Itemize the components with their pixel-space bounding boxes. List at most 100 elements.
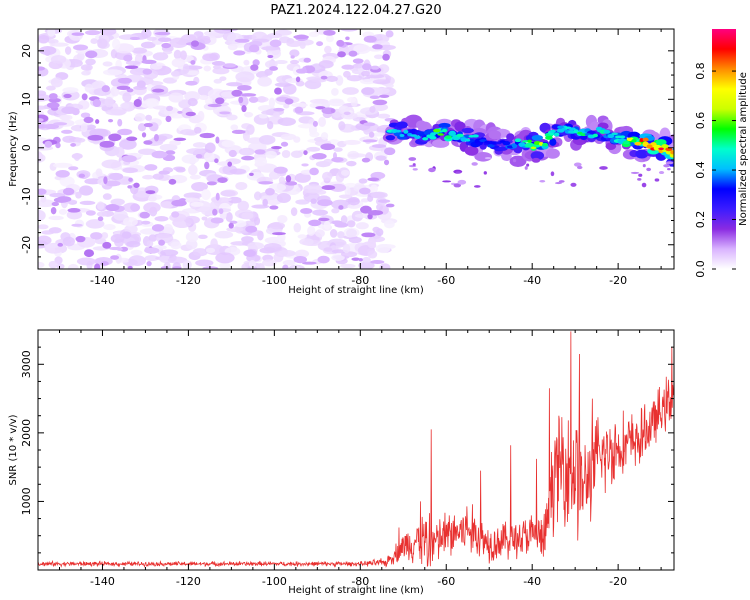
noise-peak <box>379 94 390 99</box>
signal-cell <box>514 138 522 143</box>
snr-x-tick-label: -20 <box>609 575 627 588</box>
noise-peak <box>43 123 60 130</box>
noise-peak <box>228 222 234 229</box>
noise-cell <box>76 257 96 266</box>
noise-peak <box>185 80 198 86</box>
noise-cell <box>45 85 56 91</box>
noise-cell <box>376 203 384 211</box>
noise-cell <box>191 181 208 192</box>
noise-cell <box>338 194 353 199</box>
noise-peak <box>206 181 217 186</box>
noise-cell <box>204 142 216 154</box>
noise-cell <box>67 263 79 269</box>
noise-peak <box>367 213 373 220</box>
noise-cell <box>372 226 381 233</box>
noise-cell <box>340 263 356 269</box>
noise-peak <box>372 44 383 50</box>
noise-peak <box>199 132 215 139</box>
spectrogram-x-tick-label: -20 <box>609 274 627 287</box>
noise-cell <box>170 70 182 77</box>
noise-peak <box>337 51 346 58</box>
noise-peak <box>75 235 86 243</box>
signal-cell <box>502 141 511 146</box>
noise-cell <box>360 198 370 203</box>
spectrogram-y-tick-label: 20 <box>20 44 33 58</box>
noise-cell <box>167 256 188 264</box>
noise-cell <box>102 61 113 67</box>
noise-peak <box>133 182 140 188</box>
noise-cell <box>331 208 340 214</box>
noise-cell <box>143 202 161 213</box>
noise-peak <box>101 85 110 93</box>
signal-cell <box>545 148 560 159</box>
noise-peak <box>302 66 307 74</box>
colorbar-tick-label: 0.4 <box>694 161 707 179</box>
signal-cell <box>438 122 451 129</box>
noise-cell <box>235 71 255 83</box>
noise-cell <box>229 168 247 175</box>
noise-peak <box>48 97 61 103</box>
signal-cell <box>607 134 615 139</box>
noise-cell <box>96 201 105 210</box>
noise-peak <box>97 216 104 222</box>
noise-peak <box>303 57 311 63</box>
signal-cell <box>525 134 534 141</box>
noise-peak <box>165 115 172 123</box>
noise-cell <box>190 201 204 207</box>
noise-cell <box>230 124 239 131</box>
noise-peak <box>284 98 294 105</box>
noise-peak <box>273 107 285 112</box>
signal-cell <box>665 147 673 152</box>
noise-peak <box>250 64 259 71</box>
signal-cell <box>642 137 649 142</box>
spectrogram-x-tick-label: -100 <box>262 274 287 287</box>
spectrogram-x-tick-label: -140 <box>90 274 115 287</box>
noise-cell <box>367 250 378 259</box>
colorbar: 0.0 0.2 0.4 0.6 0.8 <box>694 29 736 278</box>
noise-peak <box>221 29 238 32</box>
noise-cell <box>325 75 338 82</box>
noise-peak <box>215 136 220 144</box>
noise-cell <box>254 157 268 167</box>
noise-cell <box>90 38 98 45</box>
noise-peak <box>144 247 160 254</box>
signal-speckle <box>599 166 608 170</box>
noise-cell <box>163 223 174 235</box>
noise-peak <box>195 154 203 159</box>
noise-peak <box>172 266 182 269</box>
noise-cell <box>159 143 178 152</box>
noise-peak <box>136 80 146 89</box>
noise-cell <box>254 96 269 103</box>
signal-cell <box>465 138 471 142</box>
noise-cell <box>197 110 205 122</box>
noise-cell <box>122 92 132 103</box>
noise-peak <box>51 201 60 207</box>
noise-cell <box>331 254 345 261</box>
noise-cell <box>95 168 103 177</box>
noise-cell <box>295 199 310 205</box>
spectrogram-y-tick-label: 10 <box>20 92 33 106</box>
noise-cell <box>195 259 214 267</box>
noise-peak <box>372 99 388 106</box>
noise-cell <box>352 63 363 69</box>
noise-cell <box>99 29 117 36</box>
noise-peak <box>240 93 257 97</box>
noise-peak <box>331 157 344 163</box>
noise-cell <box>340 29 358 32</box>
snr-x-tick-label: -40 <box>523 575 541 588</box>
noise-cell <box>62 87 79 94</box>
noise-cell <box>247 242 264 250</box>
signal-speckle <box>573 162 582 167</box>
signal-speckle <box>471 162 478 166</box>
signal-cell <box>545 135 553 140</box>
signal-speckle <box>539 179 546 183</box>
noise-cell <box>253 191 262 201</box>
noise-cell <box>323 247 333 252</box>
noise-peak <box>320 143 336 151</box>
noise-peak <box>237 84 252 91</box>
colorbar-label: Normalized spectral amplitude <box>738 72 749 226</box>
signal-cell <box>475 142 484 146</box>
signal-speckle <box>641 182 647 188</box>
noise-cell <box>323 158 333 165</box>
colorbar-gradient <box>712 29 736 269</box>
